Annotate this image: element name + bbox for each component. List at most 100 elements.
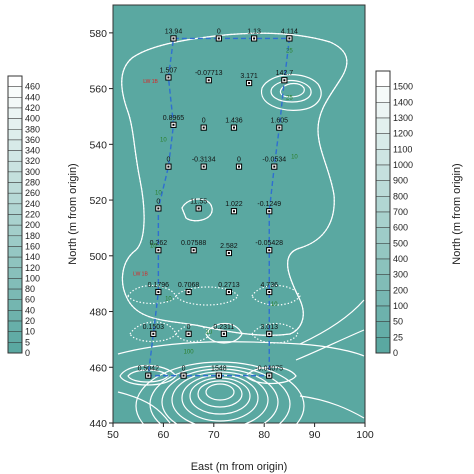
survey-point: 0.2311	[213, 324, 234, 337]
y-tick-label: 540	[89, 139, 107, 151]
x-tick-label: 80	[258, 429, 270, 441]
point-value-label: -0.07713	[195, 70, 223, 77]
colorbar-tick-label: 5	[25, 337, 30, 347]
point-marker-center	[157, 291, 160, 294]
point-marker-center	[222, 332, 225, 335]
colorbar-swatch	[7, 256, 23, 269]
right-colorbar: 1500140013001200110010009008007006005004…	[375, 70, 413, 358]
colorbar-tick-label: 50	[393, 317, 403, 327]
colorbar-swatch	[7, 150, 23, 162]
survey-point: 0	[235, 157, 243, 170]
y-axis: 440 460 480 500 520 540 560 580	[89, 28, 113, 430]
colorbar-tick-label: 500	[393, 238, 408, 248]
colorbar-tick-label: 60	[25, 295, 35, 305]
x-tick-label: 60	[158, 429, 170, 441]
colorbar-swatch	[375, 274, 391, 291]
point-marker-center	[232, 126, 235, 129]
point-value-label: -0.1249	[257, 201, 281, 208]
point-marker-center	[232, 210, 235, 213]
colorbar-tick-label: 120	[25, 263, 40, 273]
colorbar-swatch	[375, 164, 391, 181]
colorbar-swatch	[7, 278, 23, 290]
survey-point: -0.04075	[255, 366, 283, 379]
survey-point: 0	[180, 366, 187, 379]
y-tick-label: 460	[89, 362, 107, 374]
survey-point: 1548	[211, 366, 227, 379]
colorbar-tick-label: 1400	[393, 97, 413, 107]
contour-label: 10	[150, 243, 157, 249]
colorbar-tick-label: 900	[393, 176, 408, 186]
point-value-label: 0	[237, 157, 241, 164]
colorbar-swatch	[7, 299, 23, 311]
high-contour-2	[270, 79, 312, 103]
point-marker-center	[268, 291, 271, 294]
point-marker-center	[197, 207, 200, 210]
survey-point: 0.7068	[178, 282, 199, 296]
point-marker-center	[172, 123, 175, 126]
colorbar-tick-label: 420	[25, 103, 40, 113]
point-marker-center	[283, 79, 286, 82]
colorbar-swatch	[375, 149, 391, 166]
colorbar-tick-label: 1200	[393, 129, 413, 139]
x-tick-label: 70	[208, 429, 220, 441]
y-tick-label: 480	[89, 307, 107, 319]
point-marker-center	[202, 126, 205, 129]
colorbar-tick-label: 180	[25, 231, 40, 241]
colorbar-tick-label: 300	[25, 167, 40, 177]
point-marker-center	[268, 210, 271, 213]
colorbar-swatch	[7, 129, 23, 141]
contour-label: 10	[205, 330, 212, 336]
colorbar-tick-label: 220	[25, 210, 40, 220]
colorbar-tick-label: 800	[393, 191, 408, 201]
colorbar-tick-label: 320	[25, 156, 40, 166]
point-marker-center	[227, 291, 230, 294]
colorbar-swatch	[7, 288, 23, 300]
colorbar-tick-label: 240	[25, 199, 40, 209]
colorbar-tick-label: 200	[393, 285, 408, 295]
point-marker-center	[147, 374, 150, 377]
colorbar-tick-label: 440	[25, 92, 40, 102]
colorbar-swatch	[375, 243, 391, 260]
point-marker-center	[167, 76, 170, 79]
colorbar-tick-label: 280	[25, 178, 40, 188]
contour-label: 100	[184, 349, 195, 355]
point-value-label: 3.013	[260, 324, 278, 331]
point-marker-center	[288, 37, 291, 40]
point-marker-center	[268, 374, 271, 377]
point-marker-center	[273, 165, 276, 168]
survey-point: 4.114	[281, 28, 298, 42]
point-value-label: 1.022	[225, 201, 243, 208]
point-value-label: 0.5042	[138, 366, 160, 373]
point-value-label: 2.582	[220, 243, 238, 250]
point-marker-center	[182, 374, 185, 377]
point-marker-center	[157, 249, 160, 252]
colorbar-tick-label: 460	[25, 82, 40, 92]
colorbar-tick-label: 0	[25, 348, 30, 358]
survey-points: 13.94 0 1.13 4.114 1.507 -0.07713 3.171 142.7 0.…	[138, 28, 298, 379]
colorbar-swatch	[375, 321, 391, 338]
point-marker-center	[248, 82, 251, 85]
colorbar-swatch	[7, 235, 23, 247]
colorbar-tick-label: 300	[393, 270, 408, 280]
colorbar-swatch	[7, 203, 23, 215]
point-marker-center	[268, 332, 271, 335]
survey-point: -0.1249	[257, 201, 281, 215]
colorbar-tick-label: 1300	[393, 113, 413, 123]
point-value-label: 0	[182, 366, 186, 373]
colorbar-swatch	[7, 171, 23, 183]
survey-point: 0	[165, 157, 172, 170]
colorbar-swatch	[7, 214, 23, 226]
survey-point: -0.05428	[255, 240, 283, 254]
colorbar-swatch	[375, 180, 391, 197]
point-value-label: 1548	[211, 366, 227, 373]
point-marker-center	[152, 332, 155, 335]
colorbar-swatch	[7, 118, 23, 130]
point-marker-center	[207, 79, 210, 82]
colorbar-swatch	[375, 211, 391, 228]
colorbar-tick-label: 400	[25, 114, 40, 124]
point-value-label: 0.8965	[163, 115, 185, 122]
point-value-label: -0.0534	[262, 157, 286, 164]
survey-point: 3.013	[260, 324, 278, 337]
colorbar-tick-label: 20	[25, 316, 35, 326]
point-value-label: 0.2713	[218, 282, 240, 289]
